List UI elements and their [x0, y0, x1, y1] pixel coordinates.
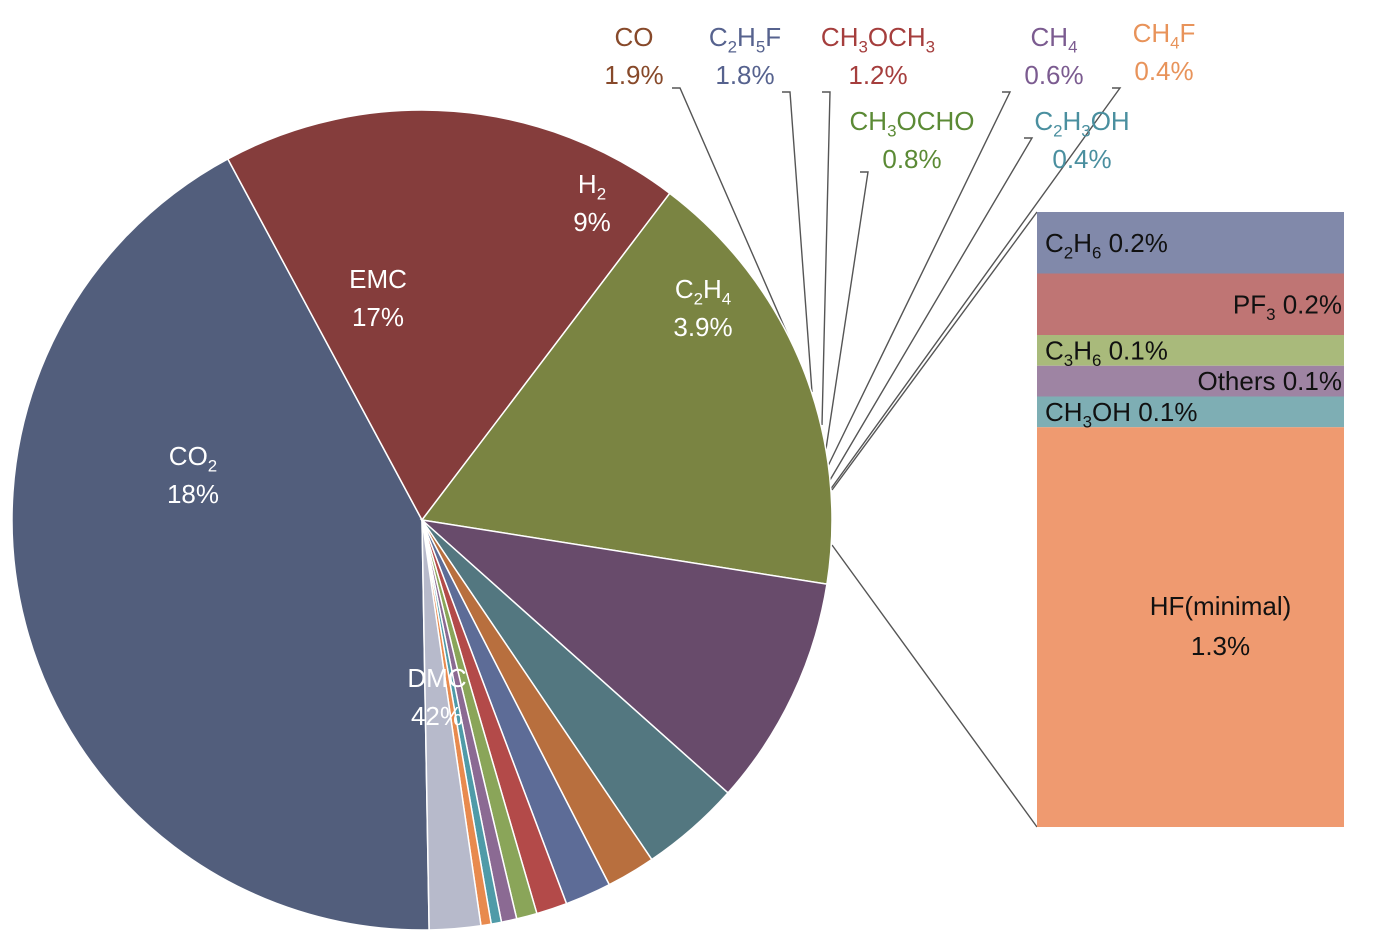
pie-slice-co	[226, 109, 671, 522]
connector-bottom	[831, 544, 1038, 828]
leader-line-ch3och3-7	[821, 91, 831, 426]
breakdown-bar	[1037, 212, 1344, 827]
slice-name-emc-2: EMC	[349, 264, 407, 294]
pie-slice-emc	[420, 192, 833, 585]
leader-line-c2h3oh-10	[829, 137, 1034, 481]
slice-name-co-5: CO	[615, 22, 654, 52]
slice-name-ch4f-11: CH4F	[1133, 18, 1196, 53]
bar-value-hf-minimal: 1.3%	[1191, 631, 1250, 661]
slice-name-ch3och3-7: CH3OCH3	[821, 22, 935, 57]
connector-lines	[672, 87, 1122, 828]
pie-slice-h	[419, 518, 828, 794]
slice-value-3: 9%	[573, 207, 611, 237]
bar-label-pf3: PF3 0.2%	[1233, 289, 1342, 324]
slice-value-1: 18%	[167, 479, 219, 509]
bar-segment-ch3oh	[1037, 396, 1344, 428]
slice-name-ch3ocho-8: CH3OCHO	[850, 106, 975, 141]
leader-line-c2h5f-6	[782, 91, 813, 393]
pie-slice-dmc	[11, 157, 430, 931]
slice-value-8: 0.8%	[882, 144, 941, 174]
slice-value-6: 1.8%	[715, 60, 774, 90]
slice-value-11: 0.4%	[1134, 56, 1193, 86]
slice-name-h-3: H2	[578, 169, 606, 204]
bar-label-c2h6: C2H6 0.2%	[1045, 228, 1168, 263]
bar-label-hf-minimal: HF(minimal)	[1150, 591, 1292, 621]
slice-name-dmc-0: DMC	[407, 663, 466, 693]
slice-name-co-1: CO2	[169, 441, 217, 476]
bar-segment-c2h6	[1037, 212, 1344, 274]
slice-value-10: 0.4%	[1052, 144, 1111, 174]
bar-segment-c3h6	[1037, 335, 1344, 366]
bar-label-others: Others 0.1%	[1197, 366, 1342, 396]
leader-line-ch4-9	[827, 91, 1012, 467]
pie-slices	[11, 109, 833, 931]
slice-name-c2h4-4: C2H4	[675, 274, 731, 309]
slice-value-7: 1.2%	[848, 60, 907, 90]
slice-value-4: 3.9%	[673, 312, 732, 342]
leader-line-ch4f-11	[829, 87, 1122, 491]
pie-slice-others-breakdown	[421, 519, 482, 931]
slice-name-c2h3oh-10: C2H3OH	[1034, 106, 1129, 141]
bar-label-c3h6: C3H6 0.1%	[1045, 335, 1168, 370]
slice-value-0: 42%	[411, 701, 463, 731]
slice-name-c2h5f-6: C2H5F	[709, 22, 781, 57]
slice-name-ch4-9: CH4	[1031, 22, 1078, 57]
slice-value-9: 0.6%	[1024, 60, 1083, 90]
bar-label-ch3oh: CH3OH 0.1%	[1045, 397, 1197, 432]
connector-top	[831, 211, 1038, 491]
leader-line-co-5	[672, 87, 791, 341]
bar-segment-hf-minimal	[1037, 427, 1344, 827]
bar-segment-others	[1037, 365, 1344, 397]
bar-segment-pf3	[1037, 273, 1344, 335]
leader-line-ch3ocho-8	[825, 171, 869, 450]
slice-value-5: 1.9%	[604, 60, 663, 90]
slice-value-2: 17%	[352, 302, 404, 332]
